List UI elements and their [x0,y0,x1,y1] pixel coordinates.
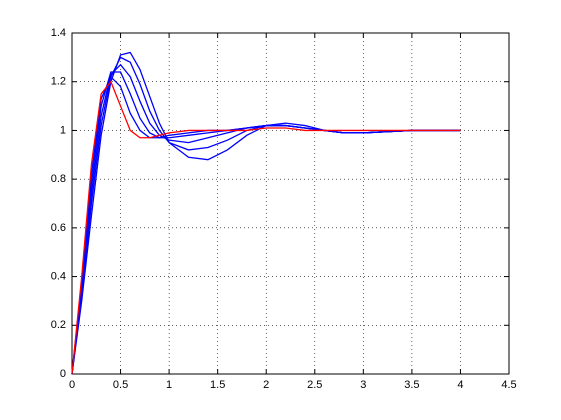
x-tick-label: 0 [69,379,75,391]
x-tick-label: 1.5 [210,379,225,391]
x-tick-label: 4 [457,379,463,391]
plot-frame [71,32,510,375]
response-line [71,75,461,375]
y-tick-label: 1.2 [51,76,66,88]
x-tick-label: 1 [166,379,172,391]
x-tick-label: 2.5 [307,379,322,391]
x-tick-label: 0.5 [113,379,128,391]
y-tick-label: 0.8 [51,173,66,185]
x-tick-label: 2 [263,379,269,391]
y-tick-label: 0.4 [51,270,66,282]
y-tick-label: 0.2 [51,319,66,331]
y-tick-label: 1 [60,124,66,136]
y-tick-label: 0 [60,368,66,380]
response-line [71,80,461,375]
x-tick-label: 3 [360,379,366,391]
x-tick-label: 3.5 [404,379,419,391]
x-tick-label: 4.5 [501,379,516,391]
y-tick-label: 0.6 [51,222,66,234]
y-tick-label: 1.4 [51,27,66,39]
